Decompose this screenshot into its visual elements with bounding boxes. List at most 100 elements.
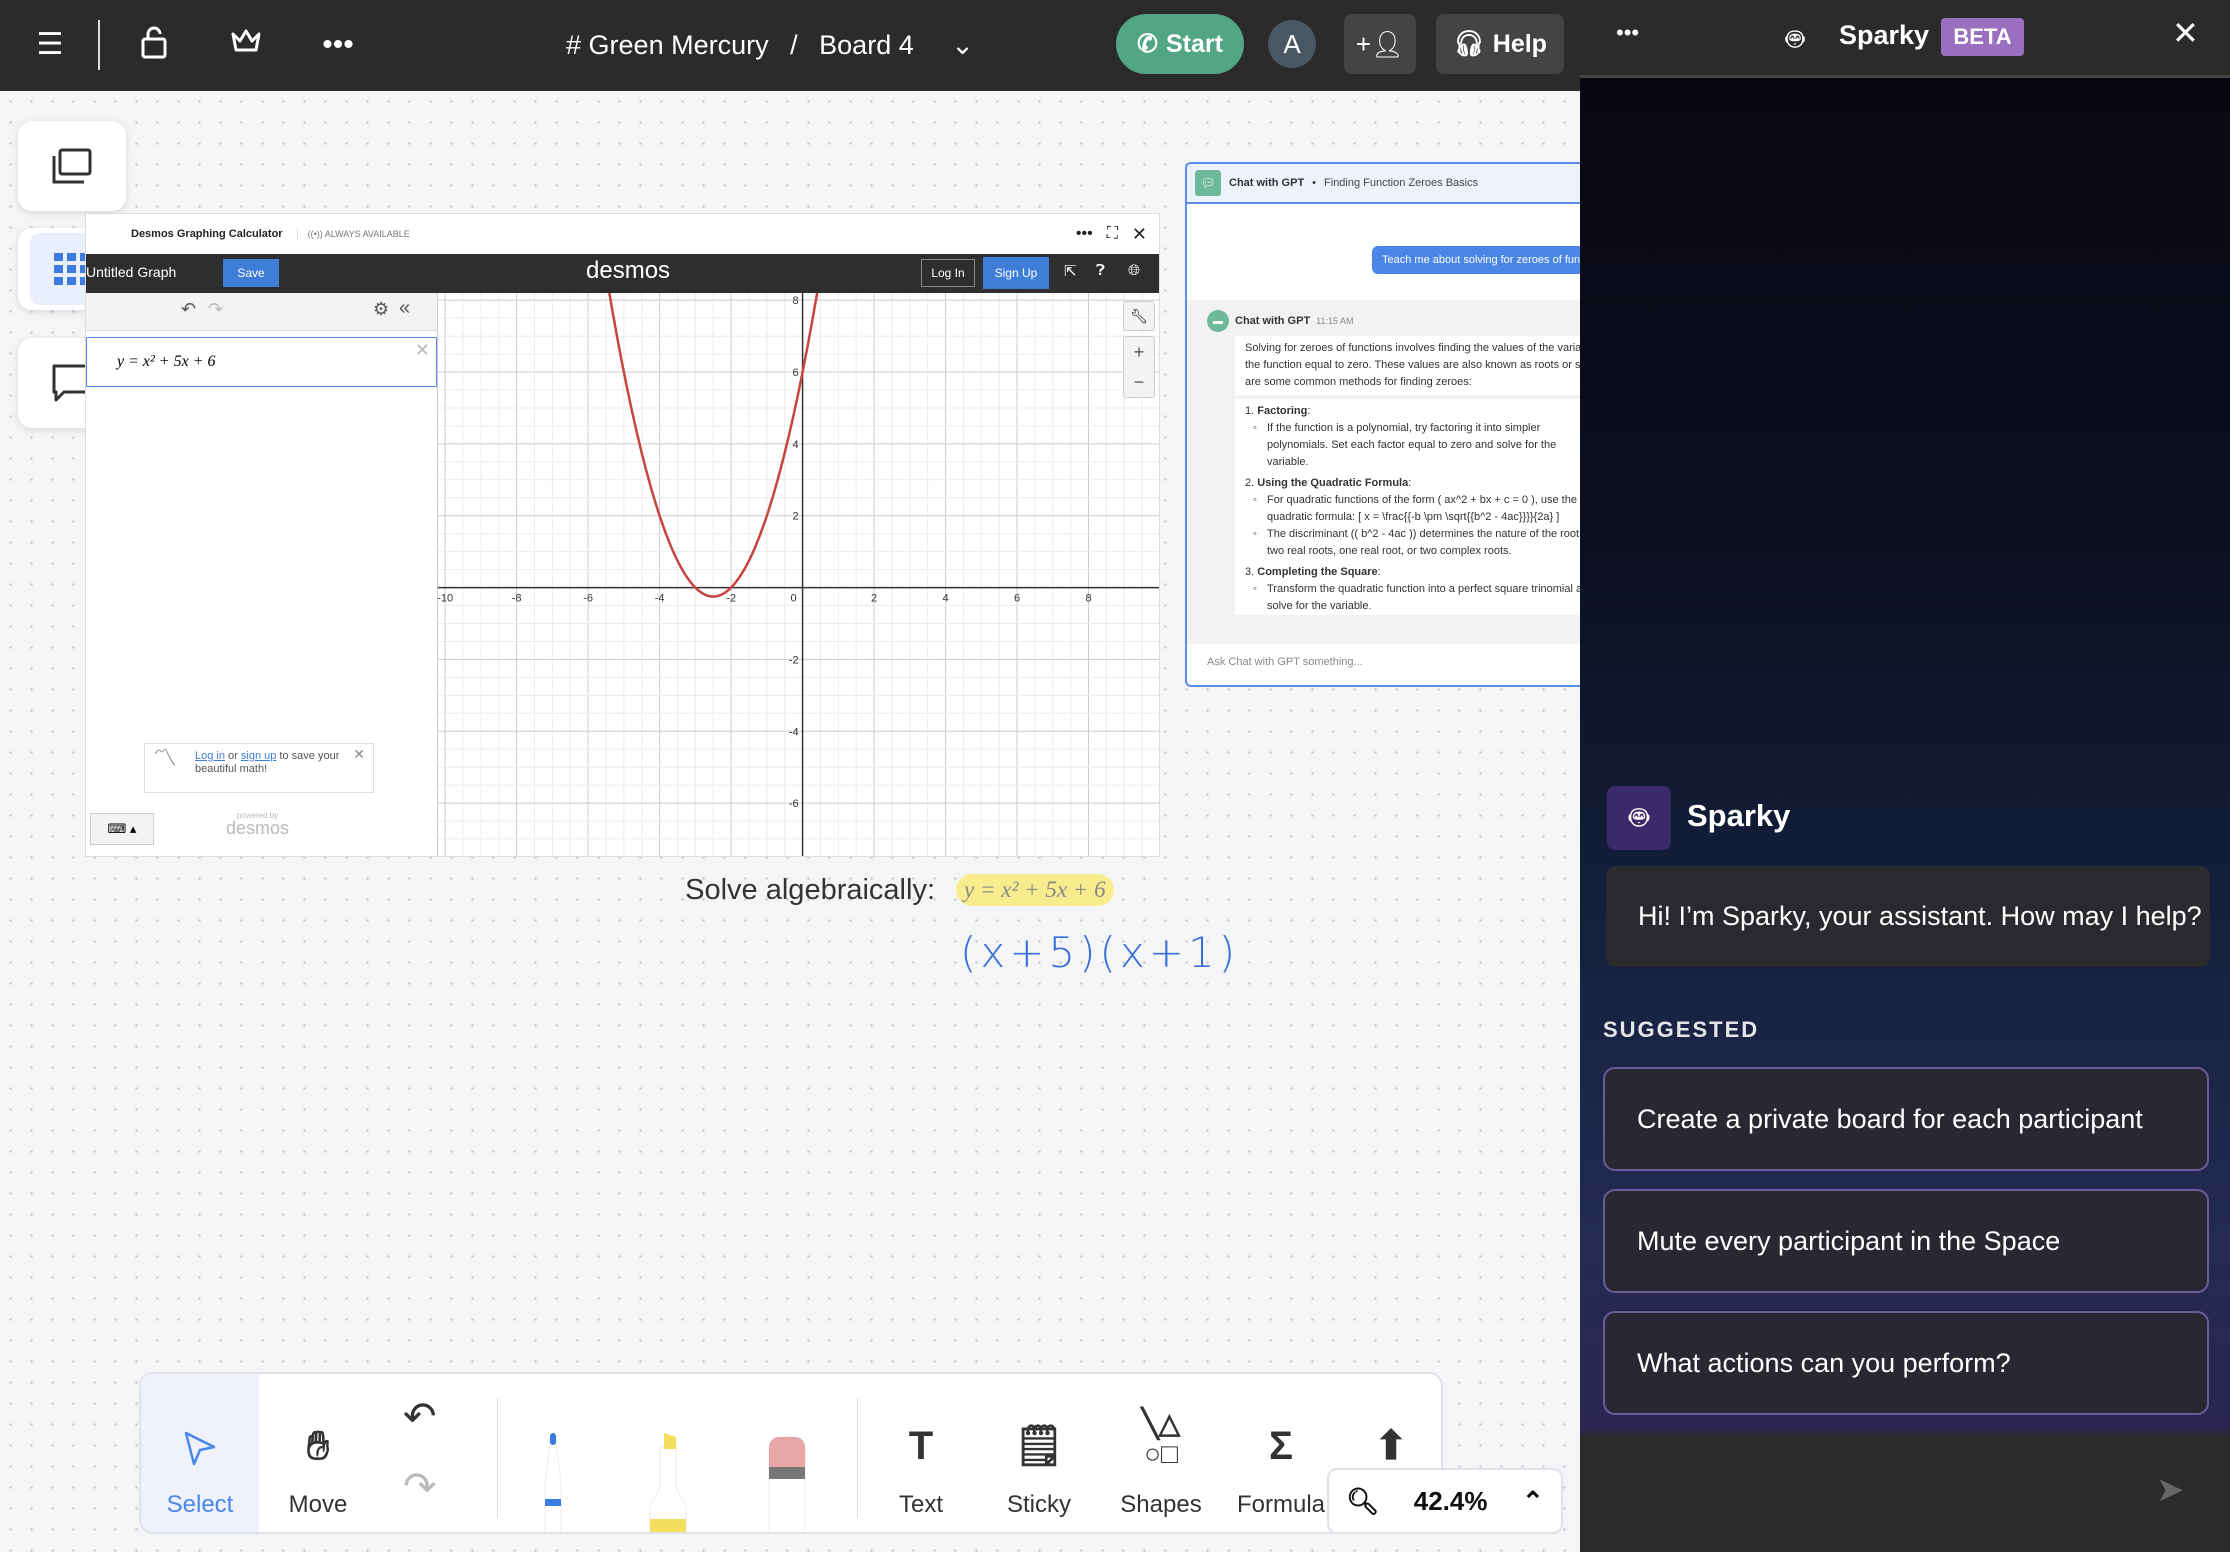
- close-icon[interactable]: ✕: [353, 746, 365, 762]
- sparky-header: ••• 🤖︎ Sparky BETA ✕: [1580, 0, 2230, 78]
- settings-icon[interactable]: ⚙: [373, 299, 390, 319]
- top-bar: ☰ ••• # Green Mercury / Board 4 ⌄ ✆ Start…: [0, 0, 1580, 91]
- chevron-up-icon[interactable]: ⌃: [1521, 1485, 1544, 1516]
- save-prompt: 〽 Log in or sign up to save your beautif…: [144, 743, 374, 793]
- redo-icon[interactable]: ↷: [403, 1465, 437, 1509]
- y-tick-label: 8: [792, 295, 798, 307]
- upload-icon: ⬆︎: [1374, 1424, 1408, 1468]
- graph-area[interactable]: -10 -8 -6 -4 -2 0 2 4 6 8 8 6 4 2 -2 -4 -6: [438, 293, 1160, 857]
- help-icon[interactable]: ❓︎: [1096, 262, 1106, 279]
- powered-by-logo: desmos: [226, 818, 290, 838]
- sparky-input[interactable]: ➤: [1580, 1438, 2230, 1552]
- sparky-title: Sparky: [1839, 20, 1930, 50]
- more-icon[interactable]: •••: [1616, 20, 1640, 45]
- formula-tool[interactable]: Σ Formula: [1221, 1374, 1341, 1532]
- signup-link[interactable]: sign up: [240, 750, 277, 762]
- suggestion-button[interactable]: What actions can you perform?: [1603, 1311, 2209, 1415]
- gpt-avatar-icon: ▬: [1207, 310, 1229, 332]
- handwritten-factoring[interactable]: (x+5)(x+1): [960, 928, 1240, 977]
- upload-tool[interactable]: ⬆︎: [1341, 1374, 1441, 1532]
- zoom-control[interactable]: 🔍︎ 42.4% ⌃: [1327, 1468, 1563, 1534]
- login-link[interactable]: Log in: [195, 750, 225, 762]
- availability-text: ALWAYS AVAILABLE: [324, 229, 410, 239]
- pen-tool[interactable]: [526, 1429, 586, 1534]
- chat-header: 💬︎ Chat with GPT • Finding Function Zeroe…: [1187, 164, 1583, 204]
- text-icon: T: [908, 1424, 934, 1468]
- move-tool[interactable]: ✋︎ Move: [259, 1374, 377, 1532]
- sticky-tool[interactable]: 🗒︎ Sticky: [989, 1374, 1089, 1532]
- share-icon[interactable]: ⇱: [1064, 263, 1077, 280]
- zoom-controls: + −: [1123, 336, 1155, 398]
- availability-label: ((•)) ALWAYS AVAILABLE: [296, 229, 410, 239]
- keyboard-button[interactable]: ⌨ ▴: [90, 813, 154, 845]
- send-icon[interactable]: ➤: [2156, 1471, 2185, 1509]
- zoom-in-icon[interactable]: +: [1133, 342, 1145, 362]
- redo-icon[interactable]: ↷: [208, 299, 224, 319]
- reply-author: Chat with GPT: [1235, 315, 1311, 327]
- parabola-curve: [608, 293, 819, 598]
- chevron-down-icon[interactable]: ⌄: [951, 30, 974, 60]
- crown-icon[interactable]: [228, 25, 264, 65]
- y-tick-label: -2: [789, 654, 799, 666]
- more-icon[interactable]: •••: [322, 28, 354, 61]
- invite-user-button[interactable]: +👤︎: [1344, 14, 1416, 74]
- shapes-icon: ╲△ ○□: [1141, 1408, 1181, 1469]
- divider: [98, 20, 100, 70]
- x-tick-label: -8: [512, 593, 522, 605]
- more-icon[interactable]: •••: [1075, 225, 1093, 242]
- start-call-button[interactable]: ✆ Start: [1116, 14, 1244, 74]
- hash-icon: #: [566, 30, 582, 60]
- login-button[interactable]: Log In: [921, 259, 975, 287]
- y-tick-label: 6: [792, 367, 798, 379]
- shapes-tool[interactable]: ╲△ ○□ Shapes: [1101, 1374, 1221, 1532]
- chat-gpt-window[interactable]: 💬︎ Chat with GPT • Finding Function Zeroe…: [1185, 162, 1585, 687]
- sticky-label: Sticky: [1006, 1491, 1071, 1518]
- assistant-message: ▬ Chat with GPT 11:15 AM Solving for zer…: [1187, 300, 1583, 644]
- suggestion-button[interactable]: Create a private board for each particip…: [1603, 1067, 2209, 1171]
- expression-toolbar: ↶ ↷ ⚙ «: [86, 293, 437, 331]
- solve-label[interactable]: Solve algebraically:: [685, 874, 935, 906]
- sigma-icon: Σ: [1268, 1424, 1293, 1468]
- list-bullet: ◦ The discriminant (( b^2 - 4ac )) determ…: [1253, 528, 1583, 557]
- sparky-avatar: 🤖︎: [1607, 786, 1671, 850]
- zoom-icon[interactable]: 🔍︎: [1346, 1485, 1380, 1516]
- close-icon[interactable]: ✕: [2172, 15, 2199, 51]
- graph-title[interactable]: Untitled Graph: [86, 264, 177, 280]
- expression-panel: ↶ ↷ ⚙ « y = x² + 5x + 6 ✕ 〽 Log in or si…: [86, 293, 438, 856]
- space-name: Green Mercury: [588, 30, 769, 60]
- undo-icon[interactable]: ↶: [403, 1395, 437, 1439]
- zoom-out-icon[interactable]: −: [1133, 372, 1145, 392]
- lock-icon[interactable]: [136, 25, 172, 70]
- delete-expression-icon[interactable]: ✕: [414, 340, 430, 360]
- highlighted-equation[interactable]: y = x² + 5x + 6: [956, 874, 1114, 906]
- boards-overview-button[interactable]: [18, 121, 126, 211]
- suggested-heading: SUGGESTED: [1603, 1017, 1760, 1042]
- powered-by-text: powered by: [236, 811, 279, 820]
- start-label: Start: [1165, 29, 1223, 58]
- undo-icon[interactable]: ↶: [181, 299, 197, 319]
- save-button[interactable]: Save: [223, 259, 279, 287]
- menu-icon[interactable]: ☰: [36, 28, 64, 61]
- text-label: Text: [898, 1491, 943, 1518]
- avatar[interactable]: A: [1268, 20, 1316, 68]
- eraser-tool[interactable]: [761, 1429, 811, 1534]
- globe-icon[interactable]: 🌐︎: [1128, 262, 1141, 279]
- select-tool[interactable]: Select: [141, 1374, 259, 1532]
- x-tick-label: 8: [1085, 593, 1091, 605]
- expression-row[interactable]: y = x² + 5x + 6 ✕: [86, 337, 437, 387]
- text-tool[interactable]: T Text: [871, 1374, 971, 1532]
- board-title[interactable]: # Green Mercury / Board 4 ⌄: [566, 22, 974, 68]
- user-message-area: Teach me about solving for zeroes of fun…: [1187, 204, 1583, 300]
- help-button[interactable]: 🎧︎ Help: [1436, 14, 1564, 74]
- chat-input[interactable]: Ask Chat with GPT something...: [1187, 644, 1583, 668]
- highlighter-tool[interactable]: [636, 1429, 706, 1534]
- signup-button[interactable]: Sign Up: [983, 257, 1049, 289]
- close-icon[interactable]: ✕: [1131, 223, 1147, 244]
- wrench-icon[interactable]: 🔧︎: [1123, 301, 1155, 331]
- expression-input[interactable]: y = x² + 5x + 6: [117, 353, 216, 370]
- suggestion-button[interactable]: Mute every participant in the Space: [1603, 1189, 2209, 1293]
- collapse-icon[interactable]: «: [399, 297, 411, 319]
- grid-icon: [54, 253, 89, 285]
- desmos-window[interactable]: Desmos Graphing Calculator ((•)) ALWAYS …: [85, 213, 1160, 857]
- fullscreen-icon[interactable]: ⛶: [1106, 225, 1118, 242]
